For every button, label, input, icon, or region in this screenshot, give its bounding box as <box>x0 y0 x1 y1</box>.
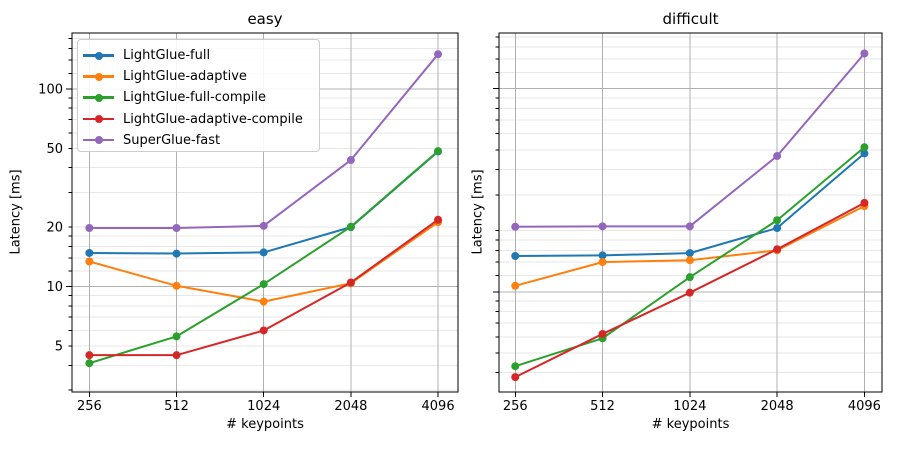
x-tick-label: 1024 <box>247 399 280 414</box>
data-point-marker <box>434 147 443 156</box>
legend-line-marker-icon <box>83 135 114 145</box>
data-point-marker <box>511 281 520 290</box>
data-point-marker <box>346 278 355 287</box>
y-tick-label: 5 <box>55 340 63 355</box>
data-point-marker <box>860 143 869 152</box>
data-point-marker <box>85 248 94 257</box>
data-point-marker <box>511 252 520 261</box>
data-point-marker <box>685 249 694 258</box>
x-tick-labels: 256 512 1024 2048 4096 <box>77 399 455 414</box>
legend-line-marker-icon <box>83 51 114 61</box>
data-point-marker <box>172 351 181 360</box>
x-tick-labels: 256 512 1024 2048 4096 <box>503 399 881 414</box>
legend-label: LightGlue-full <box>123 48 211 64</box>
x-tick-label: 2048 <box>334 399 367 414</box>
data-point-marker <box>773 224 782 233</box>
data-point-marker <box>85 351 94 360</box>
tick-marks <box>66 38 439 397</box>
data-point-marker <box>511 222 520 231</box>
subplot-difficult-ylabel: Latency [ms] <box>470 169 486 255</box>
y-tick-label: 50 <box>46 142 63 157</box>
data-point-marker <box>511 362 520 371</box>
axes-spines <box>71 32 459 393</box>
data-point-marker <box>860 49 869 58</box>
data-point-marker <box>85 359 94 368</box>
data-point-marker <box>85 223 94 232</box>
x-tick-label: 4096 <box>422 399 455 414</box>
legend-line-marker-icon <box>83 72 114 82</box>
subplot-difficult-title: difficult <box>662 10 719 28</box>
x-tick-label: 4096 <box>848 399 881 414</box>
data-point-marker <box>346 156 355 165</box>
data-point-marker <box>259 297 268 306</box>
x-tick-label: 512 <box>164 399 189 414</box>
data-point-marker <box>434 50 443 59</box>
data-point-marker <box>598 251 607 260</box>
data-point-marker <box>259 280 268 289</box>
data-point-marker <box>434 215 443 224</box>
axes-spines <box>498 32 883 393</box>
x-tick-label: 2048 <box>761 399 794 414</box>
y-tick-label: 100 <box>38 82 63 97</box>
data-point-marker <box>773 216 782 225</box>
data-point-marker <box>685 288 694 297</box>
subplot-easy-title: easy <box>247 10 283 28</box>
tick-marks <box>493 36 865 397</box>
legend-item-LightGlue-full: LightGlue-full <box>82 45 319 66</box>
x-tick-label: 512 <box>590 399 615 414</box>
series-SuperGlue-fast <box>85 50 443 232</box>
data-point-marker <box>860 149 869 158</box>
data-point-marker <box>259 221 268 230</box>
x-tick-label: 1024 <box>673 399 706 414</box>
data-point-marker <box>172 332 181 341</box>
legend-item-SuperGlue-fast: SuperGlue-fast <box>82 130 319 151</box>
legend-label: LightGlue-full-compile <box>123 90 267 106</box>
data-point-marker <box>346 222 355 231</box>
data-point-marker <box>172 281 181 290</box>
subplot-easy-xlabel: # keypoints <box>226 417 304 432</box>
x-tick-label: 256 <box>77 399 102 414</box>
series-LightGlue-adaptive-compile <box>511 198 869 382</box>
subplot-difficult-xlabel: # keypoints <box>651 417 730 432</box>
subplot-difficult: 256 512 1024 2048 4096 <box>493 32 883 414</box>
data-point-marker <box>598 222 607 231</box>
data-point-marker <box>773 152 782 161</box>
legend-line-marker-icon <box>83 93 114 103</box>
data-point-marker <box>685 222 694 231</box>
y-tick-label: 10 <box>46 280 63 295</box>
legend-item-LightGlue-adaptive-compile: LightGlue-adaptive-compile <box>82 109 319 130</box>
grid-major <box>499 33 882 392</box>
series-SuperGlue-fast <box>511 49 869 231</box>
data-point-marker <box>85 257 94 266</box>
series-LightGlue-full-compile <box>85 147 443 368</box>
legend-item-LightGlue-full-compile: LightGlue-full-compile <box>82 87 319 108</box>
series-LightGlue-adaptive-compile <box>85 215 443 360</box>
data-point-marker <box>259 326 268 335</box>
legend-label: SuperGlue-fast <box>123 132 221 148</box>
data-point-marker <box>685 256 694 265</box>
data-point-marker <box>172 249 181 258</box>
data-point-marker <box>685 273 694 282</box>
data-point-marker <box>259 248 268 257</box>
y-tick-labels: 5 10 20 50 100 <box>38 82 63 354</box>
grid-minor <box>499 36 882 374</box>
legend-item-LightGlue-adaptive: LightGlue-adaptive <box>82 66 319 87</box>
data-point-marker <box>598 329 607 338</box>
legend-line-marker-icon <box>83 114 114 124</box>
series-LightGlue-full <box>511 149 869 261</box>
data-point-marker <box>598 258 607 267</box>
subplot-easy: 256 512 1024 2048 4096 5 10 20 50 100 <box>38 32 459 414</box>
legend-label: LightGlue-adaptive <box>123 69 247 85</box>
data-point-marker <box>860 198 869 207</box>
legend-label: LightGlue-adaptive-compile <box>123 111 303 127</box>
subplot-easy-ylabel: Latency [ms] <box>8 169 24 255</box>
x-tick-label: 256 <box>503 399 528 414</box>
data-point-marker <box>773 245 782 254</box>
y-tick-label: 20 <box>46 221 63 236</box>
data-point-marker <box>172 223 181 232</box>
legend-box: LightGlue-full LightGlue-adaptive LightGlu… <box>77 39 320 152</box>
data-point-marker <box>511 373 520 382</box>
